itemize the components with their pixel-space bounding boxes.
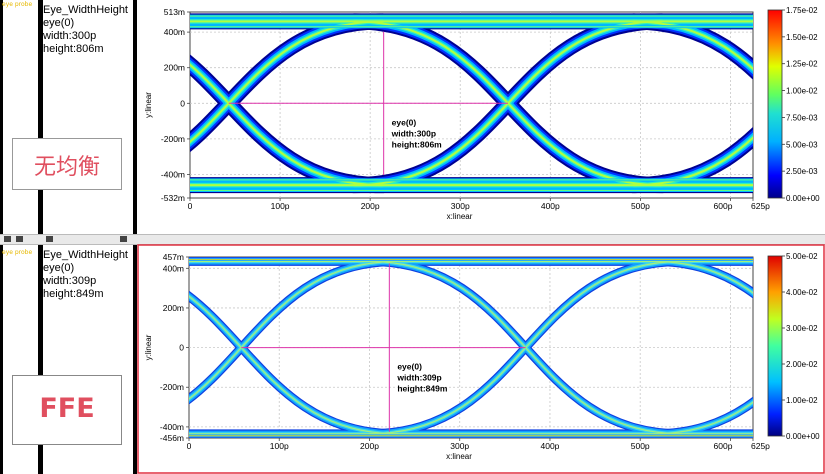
x-tick-label: 500p: [631, 441, 650, 451]
colorbar-tick-label: 1.25e-02: [786, 60, 818, 69]
equalization-note-text: 无均衡: [33, 155, 100, 180]
x-axis-label: x:linear: [446, 452, 472, 461]
colorbar-tick-label: 0.00e+00: [786, 194, 820, 203]
colorbar: [767, 9, 783, 199]
colorbar-tick-label: 7.50e-03: [786, 113, 818, 122]
x-tick-label: 400p: [541, 201, 560, 211]
probe-mini-label: eye probe: [2, 1, 33, 8]
colorbar-tick-label: 4.00e-02: [786, 288, 818, 297]
colorbar-tick-label: 0.00e+00: [786, 432, 820, 441]
colorbar-tick-label: 1.00e-02: [786, 396, 818, 405]
y-tick-label: -400m: [161, 170, 185, 180]
eye-annotation-text: eye(0): [392, 117, 417, 127]
y-axis-label: y:linear: [144, 92, 153, 118]
x-tick-label: 100p: [270, 441, 289, 451]
info-width: width:309p: [43, 275, 97, 287]
x-tick-label: 625p: [751, 441, 770, 451]
info-title: Eye_WidthHeight: [43, 249, 128, 261]
x-tick-label: 500p: [631, 201, 650, 211]
colorbar-tick-label: 1.00e-02: [786, 87, 818, 96]
equalization-note-text: FFE: [39, 393, 95, 424]
colorbar-tick-label: 2.50e-03: [786, 167, 818, 176]
equalization-note: FFE: [12, 375, 122, 445]
info-eye: eye(0): [43, 262, 75, 274]
scroll-button[interactable]: [16, 236, 23, 242]
info-width: width:300p: [43, 30, 97, 42]
y-tick-label: -200m: [161, 134, 185, 144]
x-tick-label: 600p: [714, 201, 733, 211]
y-tick-label: -456m: [160, 433, 184, 443]
info-height: height:849m: [43, 288, 104, 300]
colorbar: [767, 255, 783, 437]
x-tick-label: 200p: [360, 441, 379, 451]
eye-trace: [189, 295, 399, 435]
colorbar-tick-label: 5.00e-02: [786, 252, 818, 261]
x-tick-label: 625p: [751, 201, 770, 211]
measurement-info: Eye_WidthHeight eye(0) width:309p height…: [43, 249, 135, 301]
scroll-button[interactable]: [120, 236, 127, 242]
equalization-note: 无均衡: [12, 138, 122, 190]
x-tick-label: 200p: [361, 201, 380, 211]
measurement-info: Eye_WidthHeight eye(0) width:300p height…: [43, 4, 135, 56]
info-eye: eye(0): [43, 17, 75, 29]
panel-border: [137, 244, 825, 474]
eye-annotation-text: width:300p: [391, 128, 436, 138]
x-tick-label: 300p: [451, 201, 470, 211]
y-tick-label: 400m: [164, 27, 185, 37]
colorbar-tick-label: 5.00e-03: [786, 140, 818, 149]
y-tick-label: 200m: [163, 303, 184, 313]
info-height: height:806m: [43, 43, 104, 55]
info-title: Eye_WidthHeight: [43, 4, 128, 16]
eye-traces: [189, 257, 753, 438]
y-tick-label: 400m: [163, 263, 184, 273]
scroll-button[interactable]: [46, 236, 53, 242]
y-tick-label: 457m: [163, 252, 184, 262]
y-tick-label: -200m: [160, 382, 184, 392]
eye-trace: [632, 20, 753, 71]
scroll-left-button[interactable]: [4, 236, 11, 242]
x-tick-label: 100p: [271, 201, 290, 211]
eye-annotation-text: height:806m: [392, 139, 443, 149]
colorbar-tick-label: 3.00e-02: [786, 324, 818, 333]
y-axis-label: y:linear: [144, 334, 153, 360]
eye-annotation-text: height:849m: [397, 384, 448, 394]
x-tick-label: 0: [187, 441, 192, 451]
x-tick-label: 400p: [540, 441, 559, 451]
eye-trace: [652, 401, 753, 435]
y-tick-label: -400m: [160, 422, 184, 432]
colorbar-tick-label: 1.50e-02: [786, 33, 818, 42]
x-tick-label: 0: [188, 201, 193, 211]
plot-area: [189, 11, 754, 199]
probe-mini-label: eye probe: [2, 249, 33, 256]
eye-annotation-text: width:309p: [396, 373, 441, 383]
y-tick-label: 200m: [164, 63, 185, 73]
y-tick-label: 0: [179, 343, 184, 353]
eye-annotation-text: eye(0): [397, 362, 422, 372]
y-tick-label: -532m: [161, 193, 185, 203]
x-axis-label: x:linear: [447, 212, 473, 221]
x-tick-label: 600p: [714, 441, 733, 451]
y-tick-label: 0: [180, 98, 185, 108]
colorbar-tick-label: 2.00e-02: [786, 360, 818, 369]
eye-trace: [652, 260, 753, 294]
y-tick-label: 513m: [164, 7, 185, 17]
eye-trace: [632, 136, 753, 187]
x-tick-label: 300p: [450, 441, 469, 451]
colorbar-tick-label: 1.75e-02: [786, 6, 818, 15]
